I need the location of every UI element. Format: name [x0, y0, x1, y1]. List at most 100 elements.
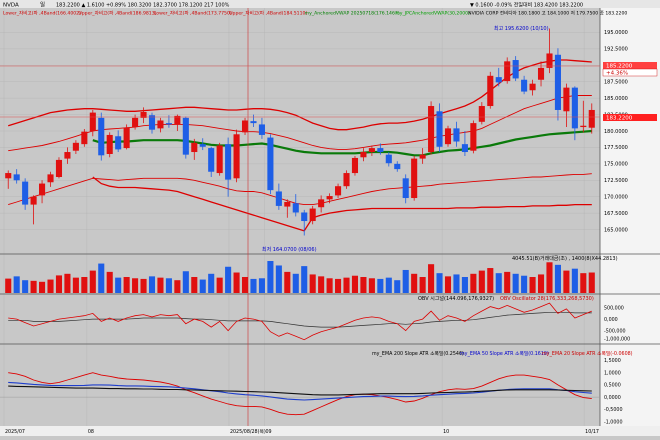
candle-body: [123, 127, 130, 149]
period-label[interactable]: 일: [40, 1, 45, 9]
slope-tick-label: 1,5000: [604, 358, 621, 364]
slope-ema20-line: [8, 372, 592, 416]
candle-body: [81, 131, 88, 145]
volume-bar: [368, 278, 375, 293]
slope-lines: [0, 372, 600, 416]
candle-body: [504, 61, 511, 82]
volume-bar: [292, 273, 299, 293]
volume-bar: [182, 271, 189, 293]
volume-bar: [241, 277, 249, 293]
candle-body: [343, 173, 350, 187]
price-tick-label: 175.0000: [604, 162, 628, 168]
candle-body: [309, 208, 316, 222]
price-axis[interactable]: [600, 8, 660, 426]
candle-body: [521, 79, 528, 92]
candle-body: [216, 145, 223, 174]
candle-body: [132, 117, 139, 128]
candle-body: [478, 106, 485, 122]
candle-body: [529, 83, 536, 91]
volume-bar: [428, 264, 435, 293]
volume-bar: [495, 273, 502, 293]
candle-body: [250, 121, 257, 124]
volume-bar: [157, 277, 164, 293]
volume-bar: [140, 278, 147, 293]
volume-bar: [72, 277, 79, 293]
volume-bar: [267, 261, 274, 293]
volume-bar: [537, 274, 545, 293]
volume-bar: [301, 266, 308, 293]
obv-tick-label: -1,000,000: [604, 336, 630, 342]
candle-body: [554, 54, 561, 110]
candle-body: [275, 191, 282, 206]
slope-tick-label: 1,0000: [604, 370, 621, 376]
volume-bar: [284, 271, 291, 293]
price-tick-label: 177.5000: [604, 145, 628, 151]
candle-body: [284, 201, 291, 207]
candle-body: [22, 181, 29, 205]
volume-bar: [470, 273, 477, 293]
volume-bar: [571, 268, 578, 293]
candle-body: [580, 125, 587, 128]
volume-bar: [309, 274, 316, 293]
candle-body: [72, 142, 79, 151]
candle-body: [546, 53, 553, 68]
volume-bar: [529, 277, 536, 293]
candle-body: [411, 158, 418, 199]
legend-entry: my_JPCAnchoredVWAP(30,2000): [395, 11, 470, 17]
anchored-vwap-line: [92, 129, 592, 157]
volume-bar: [411, 273, 418, 293]
top-toolbar: [0, 0, 660, 8]
indicator-legend: Lower_자비고(파 ,4Band(166.4002)Upper_자비고(파 …: [3, 10, 627, 17]
candle-body: [165, 123, 172, 125]
candle-body: [436, 111, 443, 147]
slope-tick-label: -1,0000: [604, 419, 623, 425]
time-tick-label: 10/17: [585, 429, 599, 435]
candle-body: [174, 115, 181, 125]
band-upper-inner: [8, 95, 592, 152]
slope-legend-200: my_EMA 200 Slope ATR 소폭밀(0.2546): [372, 350, 464, 357]
volume-bar: [385, 277, 392, 293]
legend-entry: Upper_자비고(파 ,4Band(184.5110): [229, 10, 307, 17]
low-annotation: 최저 164.0700 (08/06): [262, 246, 317, 253]
volume-bar: [588, 272, 595, 293]
volume-bar: [521, 275, 528, 293]
volume-bar: [394, 280, 401, 293]
volume-bar: [318, 276, 325, 293]
time-axis[interactable]: [0, 426, 660, 436]
symbol-label[interactable]: NVDA: [3, 3, 19, 9]
candle-body: [292, 203, 299, 213]
candle-body: [30, 196, 37, 205]
volume-bar: [258, 278, 265, 293]
candle-body: [301, 212, 308, 222]
candle-body: [360, 152, 367, 158]
volume-bar: [216, 277, 223, 293]
obv-tick-label: 500,000: [604, 306, 624, 312]
candle-body: [13, 174, 20, 181]
slope-tick-label: 0,0000: [604, 395, 621, 401]
volume-bar: [47, 279, 54, 293]
volume-bar: [208, 273, 215, 293]
volume-bar: [461, 277, 468, 293]
candle-body: [148, 115, 156, 130]
obv-tick-label: 0,000: [604, 317, 618, 323]
candle-body: [487, 75, 494, 107]
price-tick-label: 195.0000: [604, 30, 628, 36]
volume-bar: [419, 277, 426, 293]
obv-axis-ticks: 500,000 0,000 -500,000 -1,000,000: [604, 306, 630, 343]
candle-body: [563, 87, 570, 112]
candle-body: [453, 128, 460, 142]
candle-body: [208, 148, 215, 172]
candle-body: [444, 128, 452, 145]
candle-body: [233, 134, 240, 179]
volume-bar: [5, 278, 12, 293]
candle-body: [461, 144, 468, 153]
time-axis-labels: 2025/07 08 2025/08/28(목) 09 10 10/17: [5, 429, 599, 435]
candle-body: [495, 77, 502, 83]
candlestick-series: [5, 28, 595, 236]
volume-bar: [199, 279, 206, 293]
volume-bar: [478, 270, 485, 293]
price-tag-high: 185.2200: [606, 64, 633, 70]
obv-legend-signal: OBV 시그널(144.096,176,9327): [418, 295, 494, 302]
time-tick-label: 2025/07: [5, 429, 25, 435]
